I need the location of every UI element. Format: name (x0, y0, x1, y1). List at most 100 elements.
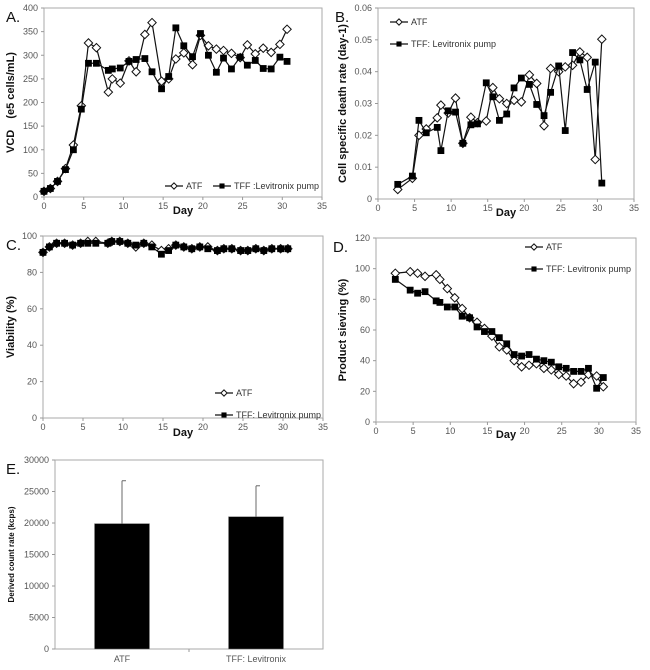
data-point-square (93, 59, 100, 67)
data-point-square (561, 127, 569, 134)
data-point-square (141, 55, 149, 62)
data-point-diamond (465, 112, 476, 123)
data-point-square (228, 65, 235, 73)
x-tick-label: 15 (483, 203, 493, 213)
data-point-square (540, 357, 548, 365)
data-point-square (77, 105, 85, 113)
data-point-square (452, 108, 459, 116)
data-point-square (474, 120, 481, 128)
data-point-square (540, 112, 548, 119)
x-tick-label: 20 (198, 422, 208, 432)
panel-a: A.0 5 10 15 20 25 30 35050100150200250300350400… (5, 3, 327, 217)
category-label: ATF (114, 654, 131, 664)
data-point-square (396, 41, 402, 47)
data-point-diamond (395, 18, 403, 26)
x-axis-label: Day (496, 429, 517, 441)
data-point-square (437, 147, 445, 155)
data-point-square (54, 178, 61, 185)
data-point-square (221, 412, 227, 418)
y-tick-label: 0 (365, 417, 370, 427)
data-point-square (148, 68, 156, 76)
data-point-square (132, 56, 140, 63)
data-point-diamond (178, 47, 189, 58)
data-point-square (459, 139, 467, 147)
data-point-square (518, 352, 525, 360)
data-point-diamond (170, 54, 181, 64)
legend: ATF TFF: Levitronix pump (215, 388, 321, 420)
x-tick-label: 0 (373, 426, 378, 436)
data-point-square (533, 101, 541, 108)
x-tick-label: 35 (317, 201, 327, 211)
x-tick-label: 20 (198, 201, 208, 211)
data-point-square (267, 65, 275, 73)
data-point-square (283, 57, 291, 65)
y-tick-label: 0 (32, 413, 37, 423)
y-tick-label: 250 (23, 74, 38, 84)
bar-atf (94, 523, 150, 650)
data-point-square (510, 84, 518, 92)
y-tick-label: 80 (27, 267, 37, 277)
data-point-square (466, 314, 473, 322)
data-point-square (432, 297, 440, 305)
data-point-square (593, 384, 601, 392)
data-point-square (517, 74, 525, 82)
y-tick-label: 25000 (24, 487, 49, 497)
y-tick-label: 0.01 (354, 162, 372, 172)
data-point-square (531, 266, 537, 272)
data-point-square (488, 328, 496, 335)
data-point-diamond (545, 63, 556, 74)
data-point-diamond (567, 60, 578, 71)
data-point-square (172, 24, 180, 32)
data-point-diamond (115, 78, 126, 89)
x-tick-label: 15 (158, 422, 168, 432)
data-point-square (503, 110, 511, 118)
y-tick-label: 20 (27, 377, 37, 387)
data-point-square (40, 187, 48, 195)
data-point-square (204, 245, 212, 253)
x-tick-label: 15 (482, 426, 492, 436)
x-tick-label: 30 (592, 203, 602, 213)
series-tff (40, 24, 291, 195)
legend: ATF TFF: Levitronix pump (390, 17, 496, 49)
legend-label: TFF: Levitronix pump (546, 264, 631, 274)
data-point-square (116, 238, 124, 245)
panel-label: E. (6, 461, 20, 478)
data-point-square (244, 247, 252, 254)
data-point-diamond (524, 69, 535, 80)
data-point-diamond (147, 17, 157, 28)
data-point-diamond (242, 39, 253, 50)
data-point-diamond (442, 283, 453, 294)
data-point-square (77, 239, 84, 247)
data-point-square (458, 312, 466, 320)
y-tick-label: 0.06 (354, 3, 372, 13)
data-point-diamond (574, 47, 585, 57)
legend: ATF TFF: Levitronix pump (525, 242, 631, 274)
x-axis-label: Day (173, 205, 194, 217)
legend-label: ATF (411, 17, 428, 27)
data-point-square (599, 374, 607, 381)
y-tick-label: 10000 (24, 581, 49, 591)
data-point-square (569, 49, 576, 56)
data-point-square (165, 73, 173, 80)
data-point-square (69, 241, 76, 249)
data-point-square (84, 239, 92, 247)
data-point-square (53, 239, 60, 247)
data-point-square (481, 328, 488, 335)
category-label: TFF: Levitronix (226, 654, 287, 664)
y-tick-label: 20000 (24, 518, 49, 528)
y-tick-label: 0 (44, 644, 49, 654)
data-point-square (547, 358, 555, 366)
x-tick-label: 15 (158, 201, 168, 211)
data-point-square (172, 241, 180, 249)
y-tick-label: 0.04 (354, 67, 372, 77)
data-point-square (526, 81, 533, 88)
y-axis-label-main: VCD (5, 130, 17, 153)
data-point-square (268, 245, 276, 253)
panel-e: E. 0 5000 10000 15000 20000 25000 30000 Derived … (6, 455, 324, 664)
x-tick-label: 20 (519, 203, 529, 213)
data-point-square (482, 79, 490, 87)
y-tick-label: 5000 (29, 613, 49, 623)
x-axis-label: Day (496, 207, 517, 219)
data-point-square (140, 239, 148, 247)
